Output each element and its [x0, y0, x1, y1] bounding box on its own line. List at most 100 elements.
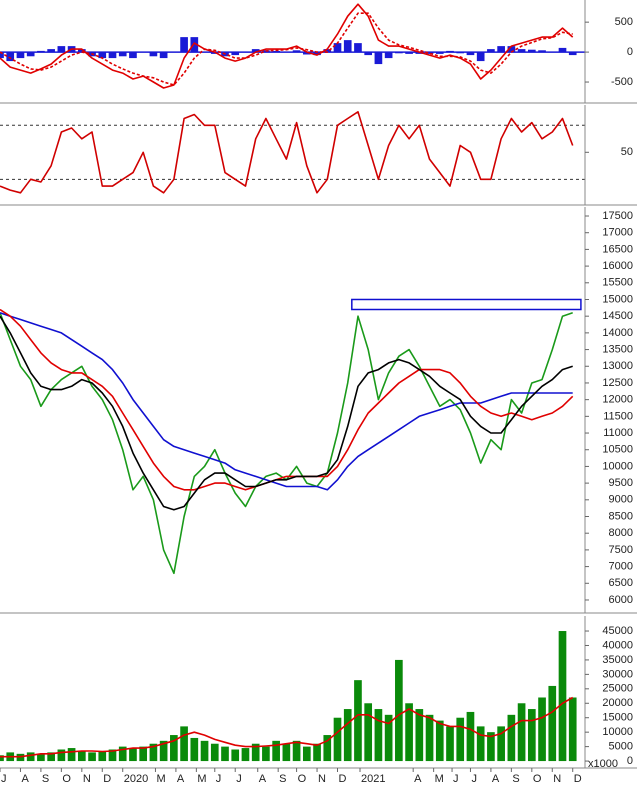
bar — [456, 717, 465, 762]
y-tick-label: 14500 — [602, 310, 633, 322]
annotation-box — [351, 298, 582, 311]
bar — [568, 52, 577, 56]
bar — [221, 746, 229, 762]
y-tick-label: 8500 — [609, 510, 633, 522]
bar — [538, 50, 546, 53]
x-tick-label: O — [62, 773, 71, 785]
bar — [507, 46, 516, 53]
series-line — [0, 696, 574, 758]
x-tick-label: S — [279, 773, 286, 785]
bar — [302, 746, 311, 762]
bar — [405, 703, 413, 762]
x-tick-label: J — [216, 773, 222, 785]
bar — [231, 52, 240, 56]
bar — [0, 52, 4, 59]
panel-price — [0, 298, 582, 575]
bar — [262, 746, 270, 762]
bar — [517, 703, 526, 762]
bar — [435, 720, 444, 762]
x-tick-label: N — [318, 773, 326, 785]
bar — [395, 659, 403, 762]
bar — [129, 748, 137, 762]
y-tick-label: 11500 — [603, 410, 633, 422]
x-tick-label: M — [156, 773, 165, 785]
bar — [333, 43, 342, 53]
bar — [159, 740, 168, 762]
bar — [292, 50, 301, 53]
bar — [538, 697, 546, 762]
bar — [118, 746, 127, 762]
bar — [364, 703, 373, 762]
series-line — [0, 12, 573, 86]
x-tick-label: A — [492, 773, 500, 785]
bar — [343, 709, 352, 762]
bar — [446, 726, 454, 762]
y-tick-label: -500 — [611, 76, 633, 88]
bar — [47, 49, 55, 53]
x-tick-label: M — [435, 773, 444, 785]
bar — [395, 52, 403, 54]
unit-label: x1000 — [588, 758, 618, 770]
x-tick-label: A — [177, 773, 185, 785]
bar — [190, 37, 199, 53]
bar — [333, 717, 342, 762]
x-tick-label: O — [533, 773, 542, 785]
y-tick-label: 10000 — [602, 726, 633, 738]
x-tick-label: D — [339, 773, 347, 785]
y-tick-label: 7500 — [609, 544, 633, 556]
x-tick-label: O — [298, 773, 307, 785]
bar — [374, 52, 383, 65]
bar — [98, 52, 107, 59]
y-tick-label: 17000 — [602, 227, 633, 239]
x-tick-label: D — [103, 773, 111, 785]
y-tick-label: 50 — [621, 146, 633, 158]
bar — [251, 743, 260, 762]
x-tick-label: S — [512, 773, 519, 785]
bar — [108, 52, 117, 59]
bar — [415, 709, 424, 762]
bar — [568, 697, 577, 762]
bar — [241, 748, 250, 762]
y-tick-label: 17500 — [602, 210, 633, 222]
bar — [108, 749, 117, 762]
y-tick-label: 6500 — [609, 577, 633, 589]
bar — [180, 37, 188, 53]
y-tick-label: 10000 — [602, 460, 633, 472]
x-tick-label: M — [197, 773, 206, 785]
y-tick-label: 40000 — [602, 639, 633, 651]
y-tick-label: 5000 — [609, 741, 633, 753]
bar — [558, 631, 567, 762]
bar — [37, 50, 45, 53]
y-tick-label: 35000 — [602, 654, 633, 666]
bar — [26, 52, 35, 57]
bar — [129, 52, 137, 59]
x-tick-label: 2020 — [124, 773, 148, 785]
y-tick-label: 45000 — [602, 625, 633, 637]
bar — [57, 749, 66, 762]
bar — [272, 740, 280, 762]
y-tick-label: 15000 — [602, 712, 633, 724]
bar — [302, 52, 311, 55]
panel-volume — [0, 631, 577, 762]
series-line — [0, 111, 574, 194]
bar — [425, 52, 434, 54]
bar — [16, 52, 25, 59]
y-tick-label: 0 — [627, 46, 633, 58]
x-tick-label: S — [42, 773, 49, 785]
bar — [405, 52, 413, 54]
bar — [210, 743, 219, 762]
bar — [487, 49, 495, 53]
bar — [466, 52, 475, 56]
x-tick-label: 2021 — [361, 773, 385, 785]
bar — [190, 737, 199, 762]
bar — [57, 46, 66, 53]
bar — [26, 752, 35, 762]
bar — [323, 49, 332, 53]
bar — [139, 746, 148, 762]
bar — [446, 50, 454, 53]
y-tick-label: 15500 — [602, 277, 633, 289]
bar — [180, 726, 188, 762]
panel-rsi — [0, 111, 585, 194]
bar — [98, 750, 107, 762]
